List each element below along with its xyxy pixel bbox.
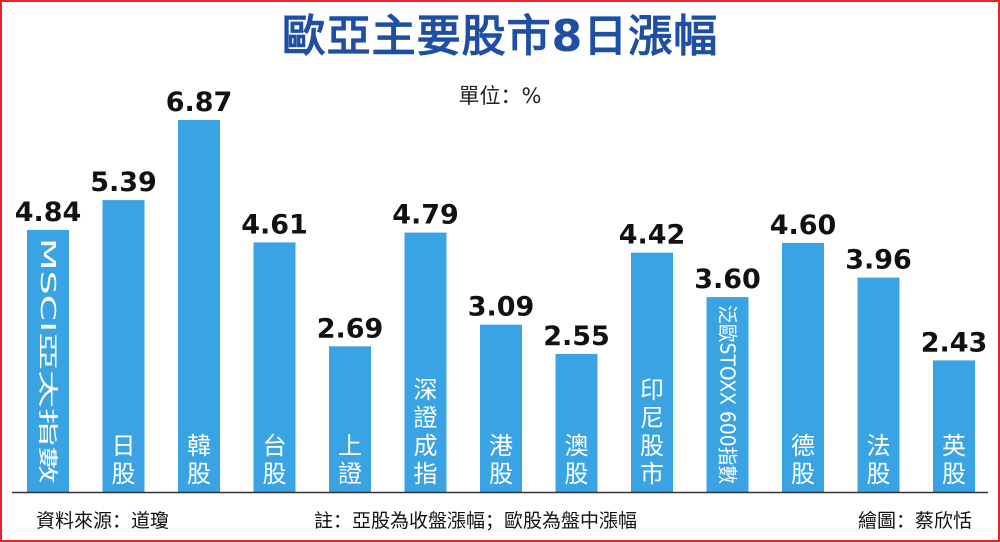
value-label-13: 2.43 (921, 327, 988, 358)
value-label-9: 4.42 (619, 220, 686, 251)
value-label-7: 3.09 (468, 292, 535, 323)
category-label-11: 德股 (791, 432, 815, 488)
value-label-4: 4.61 (241, 209, 308, 240)
value-label-6: 4.79 (392, 200, 459, 231)
value-label-5: 2.69 (317, 313, 384, 344)
unit-label: 單位：% (458, 84, 542, 108)
category-label-7: 港股 (489, 432, 513, 488)
category-label-2: 日股 (112, 432, 136, 488)
bar-6 (404, 232, 447, 492)
category-label-4: 台股 (263, 432, 287, 488)
category-label-9: 印尼股市 (640, 376, 664, 488)
category-label-13: 英股 (942, 432, 966, 488)
category-label-1: MSCI亞太指數 (36, 238, 60, 484)
value-label-11: 4.60 (770, 210, 837, 241)
value-label-8: 2.55 (543, 321, 610, 352)
value-label-10: 3.60 (694, 264, 761, 295)
bar-10 (706, 297, 749, 492)
bar-1 (27, 229, 69, 492)
bar-12 (857, 277, 900, 492)
category-label-5: 上證 (338, 432, 362, 488)
bar-7 (480, 324, 522, 492)
value-label-3: 6.87 (166, 87, 233, 118)
value-label-2: 5.39 (90, 167, 157, 198)
bar-8 (555, 353, 598, 492)
chart-footer: 資料來源：道瓊 註：亞股為收盤漲幅；歐股為盤中漲幅 繪圖：蔡欣恬 (2, 504, 998, 538)
category-label-12: 法股 (867, 432, 891, 488)
bar-13 (933, 360, 975, 492)
bar-2 (102, 200, 145, 492)
bar-9 (631, 252, 673, 492)
chart-title: 歐亞主要股市8日漲幅 (281, 11, 719, 62)
source-note: 資料來源：道瓊 (36, 510, 170, 532)
category-label-8: 澳股 (565, 432, 589, 488)
category-label-3: 韓股 (187, 432, 211, 488)
value-label-1: 4.84 (15, 197, 82, 228)
bar-3 (178, 120, 220, 492)
bar-4 (253, 242, 296, 492)
value-label-12: 3.96 (845, 245, 912, 276)
graphic-credit: 繪圖：蔡欣恬 (857, 510, 972, 532)
bar-5 (329, 346, 371, 492)
footnote: 註：亞股為收盤漲幅；歐股為盤中漲幅 (314, 510, 638, 532)
category-label-6: 深證成指 (414, 376, 438, 488)
category-label-10: 泛歐STOXX 600指數 (716, 305, 740, 484)
bar-11 (782, 242, 824, 492)
